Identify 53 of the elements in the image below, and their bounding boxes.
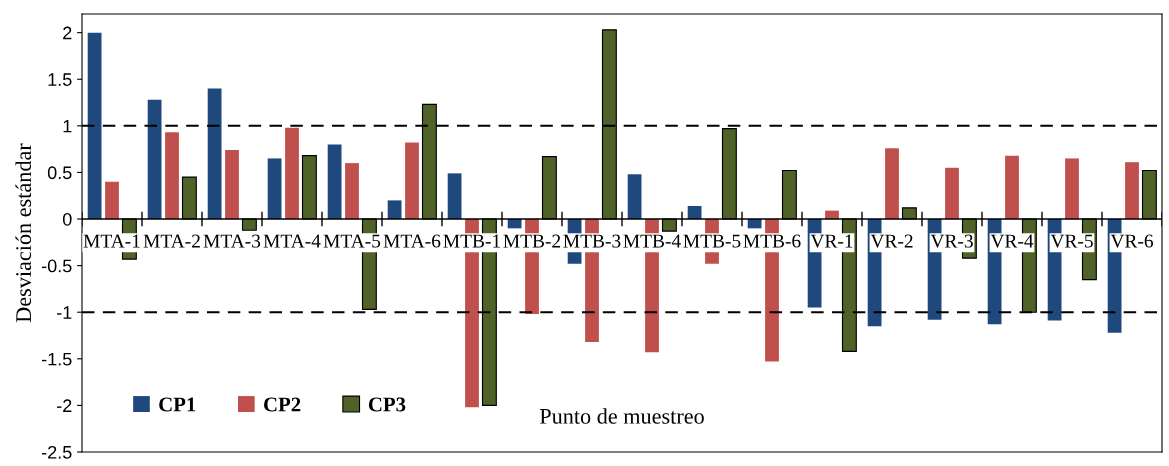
- y-tick-label: 0: [62, 212, 72, 226]
- x-tick-label: MTB-6: [743, 234, 801, 248]
- x-tick-label: VR-4: [990, 234, 1034, 248]
- bar: [405, 142, 419, 220]
- bar: [285, 127, 299, 220]
- y-tick-label: 1: [63, 119, 72, 133]
- x-tick-label: VR-3: [930, 234, 973, 248]
- bar: [207, 88, 222, 220]
- bar: [267, 158, 282, 220]
- legend-label: CP3: [368, 397, 406, 412]
- bar: [1065, 158, 1079, 220]
- y-axis-title: Desviación estándar: [15, 143, 32, 323]
- bar: [1125, 162, 1139, 220]
- x-tick-label: MTA-3: [203, 234, 261, 248]
- bar: [345, 163, 359, 220]
- x-tick-label: MTB-2: [503, 234, 561, 248]
- bar: [885, 148, 899, 220]
- x-axis-title: Punto de muestreo: [539, 408, 704, 424]
- bar: [225, 150, 239, 220]
- y-tick-label: -2: [57, 399, 72, 412]
- bar: [327, 144, 342, 220]
- x-tick-label: VR-5: [1050, 234, 1093, 248]
- y-tick-label: 2: [63, 26, 72, 40]
- y-tick-label: -1.5: [41, 352, 72, 366]
- bar: [165, 132, 179, 220]
- x-tick-label: MTA-2: [143, 234, 200, 248]
- x-tick-label: MTB-3: [563, 234, 621, 248]
- y-tick-label: -0.5: [41, 259, 72, 273]
- bar: [105, 181, 119, 220]
- x-tick-label: VR-1: [810, 234, 853, 248]
- x-tick-label: VR-2: [870, 234, 913, 248]
- legend-label: CP2: [264, 397, 301, 412]
- bar: [87, 32, 102, 220]
- bar: [1005, 155, 1019, 220]
- x-tick-label: MTB-5: [683, 234, 741, 248]
- x-tick-label: MTA-4: [263, 234, 321, 248]
- x-tick-label: MTA-1: [83, 234, 140, 248]
- y-tick-label: -2.5: [41, 445, 72, 459]
- bar: [627, 174, 642, 220]
- bar: [147, 99, 162, 220]
- x-tick-label: MTB-4: [623, 234, 681, 248]
- y-tick-label: 1.5: [48, 73, 72, 86]
- bar: [945, 167, 959, 220]
- bar: [387, 200, 402, 220]
- x-tick-label: MTA-6: [383, 234, 441, 248]
- bar: [687, 205, 702, 220]
- y-tick-label: -1: [57, 306, 72, 319]
- x-tick-label: MTA-5: [323, 234, 381, 248]
- legend-label: CP1: [159, 397, 196, 412]
- bar: [447, 173, 462, 220]
- x-tick-label: VR-6: [1110, 234, 1154, 248]
- x-tick-label: MTB-1: [443, 234, 500, 248]
- y-tick-label: 0.5: [47, 166, 72, 180]
